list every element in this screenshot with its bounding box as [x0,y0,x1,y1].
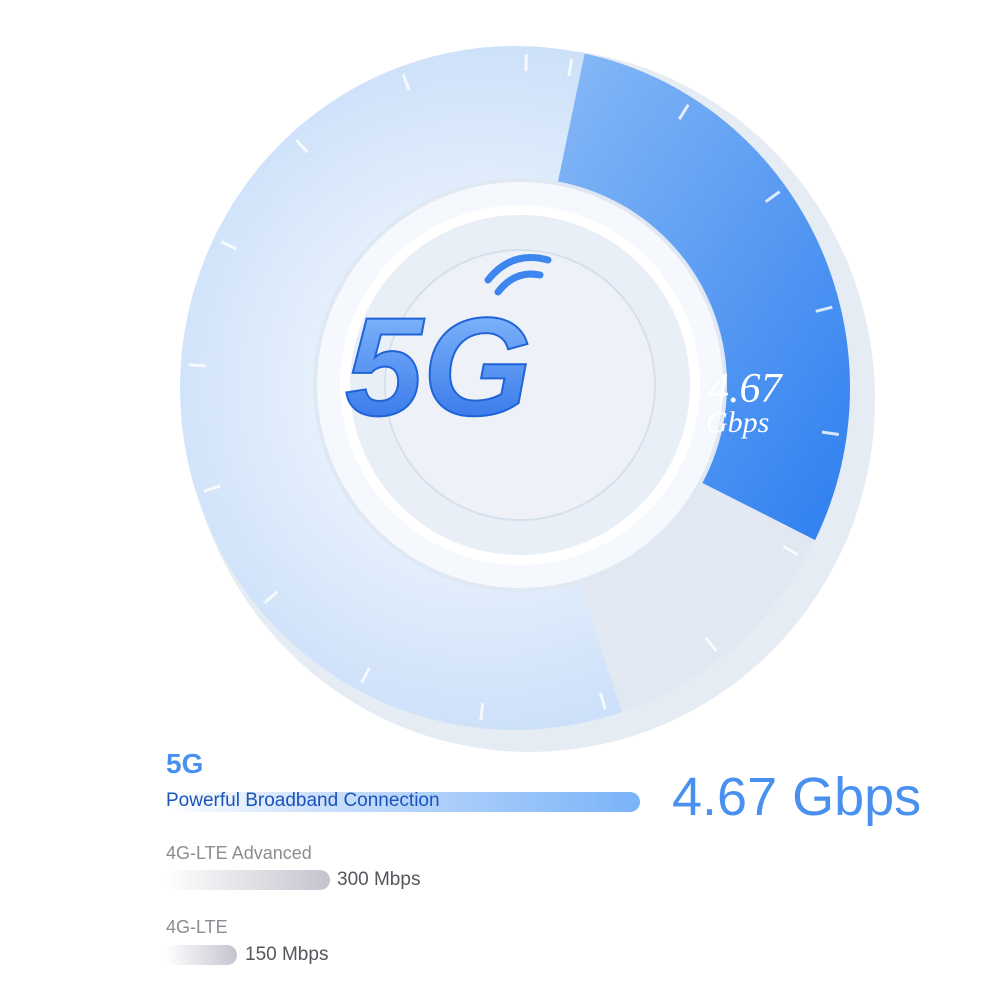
dial-speed-unit: Gbps [706,406,769,439]
dial-speed-value: 4.67 [708,366,784,412]
speed-dial-illustration: 5G 4.67 Gbps [180,46,875,752]
dial-center [384,249,656,521]
dial-tick [188,363,206,368]
speed-4g-lte-advanced: 300 Mbps [337,869,421,890]
dial-tick [295,138,309,154]
signal-waves-icon [484,254,552,296]
dial-tick [782,545,799,557]
dial-5g-badge: 5G [345,288,532,445]
dial-tick [599,692,607,710]
dial-tick [479,703,485,721]
dial-tick [567,58,574,77]
dial-tick [263,590,279,604]
dial-tick [678,103,690,120]
dial-ticks [188,54,840,721]
dial-tick [360,667,371,684]
dial-tick [401,73,411,91]
dial-tick [764,190,781,203]
dial-tick [524,54,528,72]
dial-tick [203,484,221,493]
label-4g-lte-advanced: 4G-LTE Advanced [166,843,312,863]
dial-tick [220,240,238,251]
speed-5g: 4.67 Gbps [672,767,922,827]
dial-tick [821,430,840,436]
dial-tick [704,636,718,653]
speed-4g-lte: 150 Mbps [245,944,329,965]
dial-tick [815,305,833,313]
label-4g-lte: 4G-LTE [166,917,228,937]
bar-5g [165,792,640,812]
subtitle-5g: Powerful Broadband Connection [166,790,440,811]
bar-4g-lte [165,945,237,965]
label-5g: 5G [166,748,204,779]
bar-4g-lte-advanced [165,870,330,890]
